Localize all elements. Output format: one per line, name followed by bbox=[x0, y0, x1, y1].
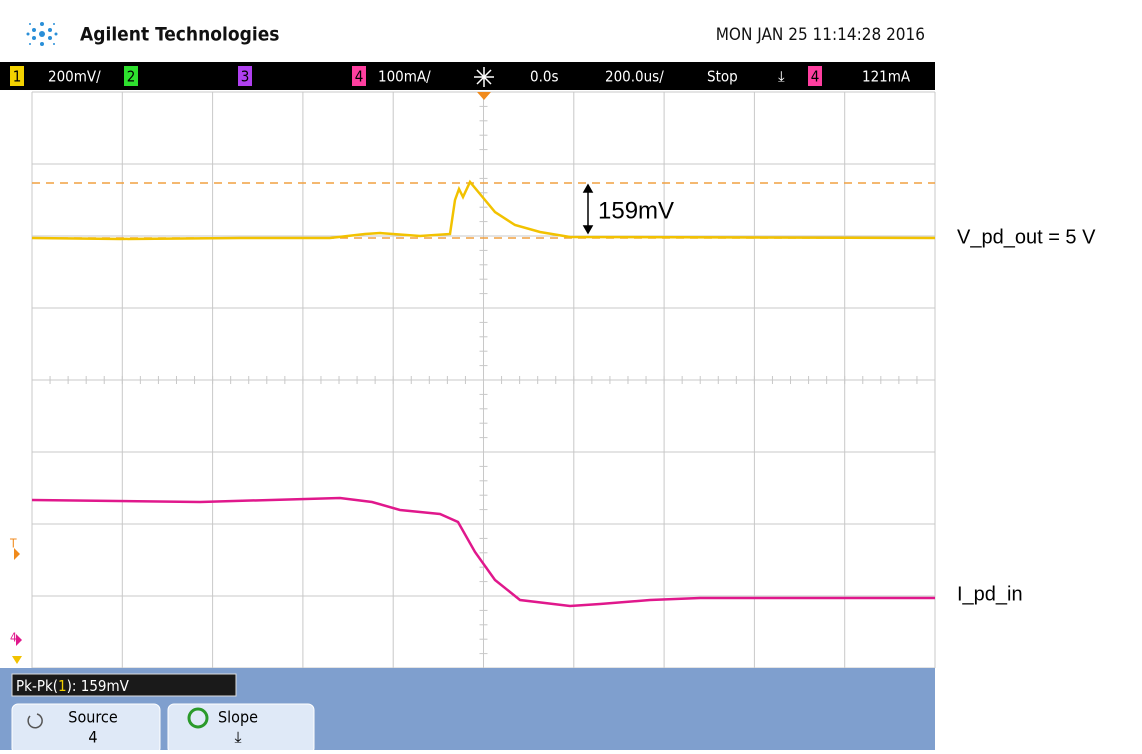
ch1: 1 bbox=[13, 68, 22, 86]
softkey-label: Source bbox=[68, 708, 118, 727]
rotate-icon bbox=[27, 713, 43, 729]
measurement-box bbox=[11, 673, 237, 697]
ch3-box bbox=[238, 66, 252, 86]
trigger-icon bbox=[474, 67, 494, 87]
status-bar bbox=[0, 62, 935, 90]
datetime: MON JAN 25 11:14:28 2016 bbox=[716, 25, 925, 45]
measurement: Pk-Pk(1): 159mV bbox=[16, 677, 130, 695]
measurement-suffix: ): 159mV bbox=[67, 677, 130, 695]
ch4-scale: 100mA/ bbox=[378, 68, 431, 86]
logo bbox=[26, 22, 58, 46]
amplitude-arrow bbox=[582, 183, 594, 235]
trigger-position bbox=[477, 92, 491, 100]
ch3: 3 bbox=[241, 68, 250, 86]
trigger-source: 4 bbox=[811, 68, 820, 86]
timebase: 200.0us/ bbox=[605, 68, 664, 86]
run-state: Stop bbox=[707, 68, 738, 86]
trigger-source-box bbox=[808, 66, 822, 86]
softkey-value: 4 bbox=[88, 728, 97, 747]
trace-label: I_pd_in bbox=[957, 583, 1023, 605]
ch1-scale: 200mV/ bbox=[48, 68, 101, 86]
ch4: 4 bbox=[355, 68, 364, 86]
softkey-slope[interactable] bbox=[167, 703, 315, 754]
ch1-trace bbox=[31, 179, 936, 241]
trigger-level: 121mA bbox=[862, 68, 911, 86]
measurement-prefix: Pk-Pk( bbox=[16, 677, 58, 695]
trigger-marker: T bbox=[9, 537, 17, 551]
softkey-label: Slope bbox=[218, 708, 258, 727]
measurement-channel: 1 bbox=[58, 677, 67, 695]
ch2-box bbox=[124, 66, 138, 86]
trigger-level-marker bbox=[14, 548, 20, 560]
ch2: 2 bbox=[127, 68, 136, 86]
ch4-trace bbox=[31, 496, 935, 608]
ch4-box bbox=[352, 66, 366, 86]
brand: Agilent Technologies bbox=[80, 24, 279, 46]
ch1-ground-marker bbox=[12, 656, 22, 664]
ch1-box bbox=[10, 66, 24, 86]
graticule bbox=[31, 91, 936, 669]
trigger-slope: ⤓ bbox=[778, 68, 785, 86]
softkey-source[interactable] bbox=[11, 703, 161, 754]
ch4-ground-marker bbox=[16, 634, 22, 646]
softkey-value: ⤓ bbox=[234, 728, 241, 747]
trace-label: V_pd_out = 5 V bbox=[957, 226, 1096, 248]
ch4-marker: 4 bbox=[10, 631, 17, 645]
delay: 0.0s bbox=[530, 68, 558, 86]
rotate-icon bbox=[187, 707, 209, 729]
annotation: 159mV bbox=[598, 197, 674, 224]
